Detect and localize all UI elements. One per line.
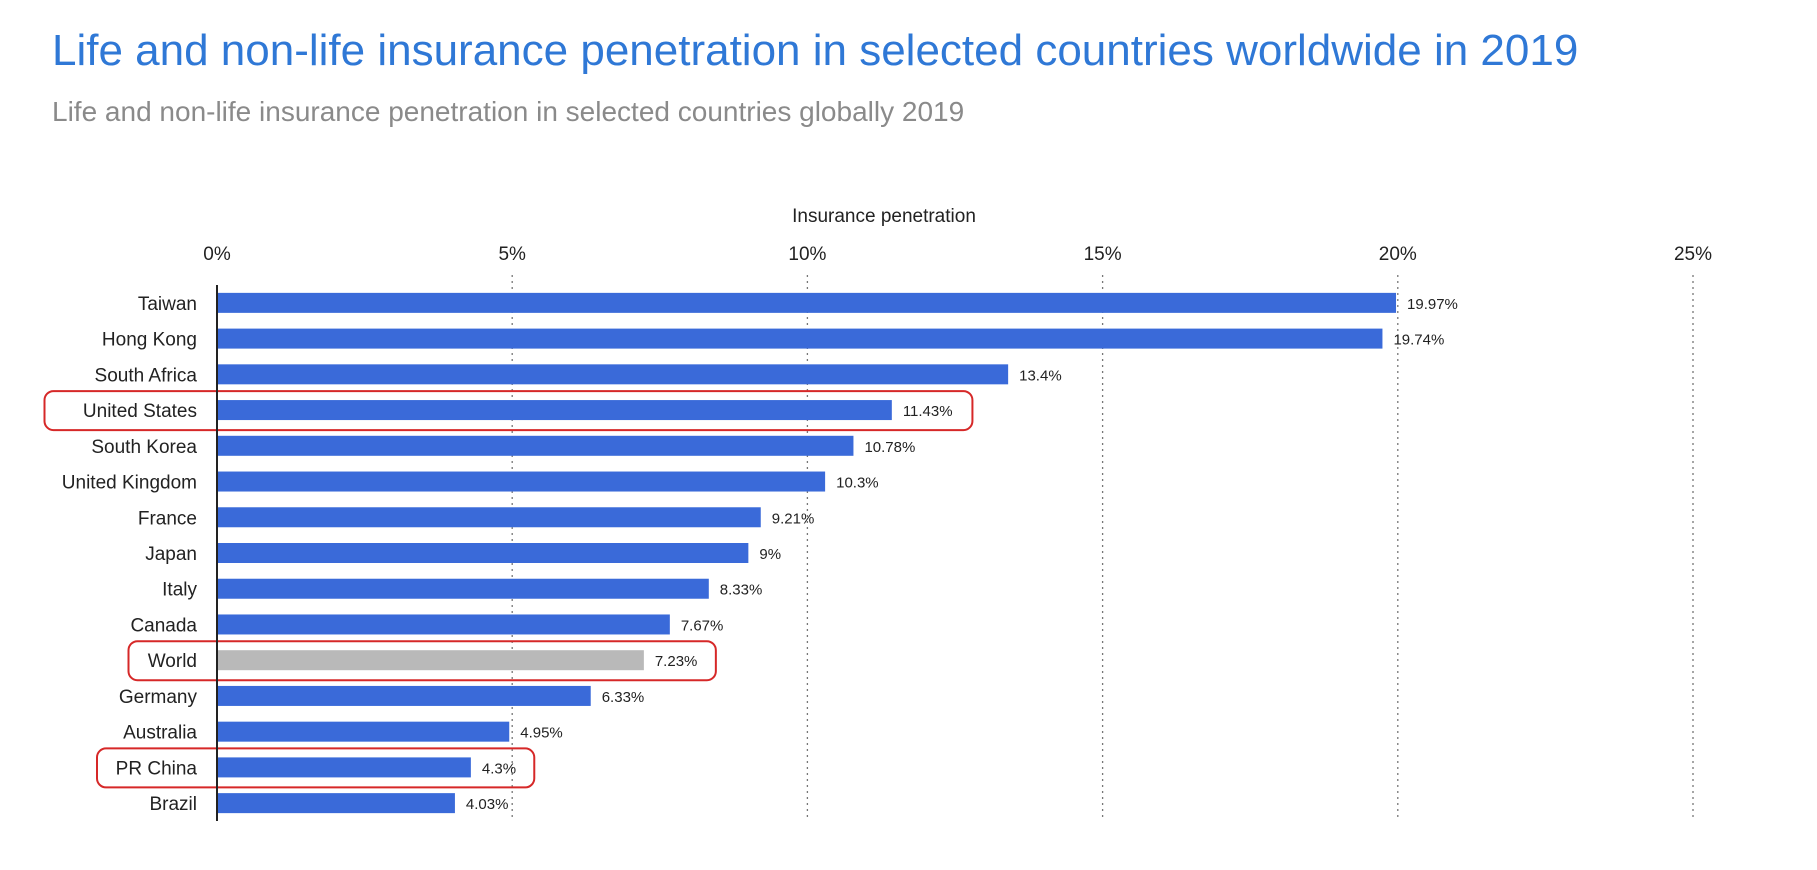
data-label: 11.43% [903,403,953,420]
bar [217,650,644,671]
data-label: 19.97% [1407,296,1458,313]
category-label: Brazil [149,794,197,815]
category-labels: Taiwan Hong Kong South Africa United States… [62,294,198,815]
category-label: Australia [123,723,197,744]
category-label: World [148,651,197,672]
data-label: 6.33% [602,689,645,706]
bar [217,364,1009,385]
bar [217,543,749,563]
category-label: PR China [116,758,198,779]
highlight-boxes [43,390,974,789]
category-label: France [138,508,197,529]
category-label: Canada [130,615,197,636]
category-label: United Kingdom [62,473,197,494]
bar [217,793,455,814]
x-tick-label: 10% [788,244,826,265]
category-label: Germany [119,687,198,708]
bar [217,328,1383,349]
category-label: Italy [162,580,197,601]
bars [217,292,1397,814]
value-labels: 19.97% 19.74% 13.4% 11.43% 10.78% 10.3% 9.21% 9… [466,296,1458,813]
category-label: South Korea [91,437,197,458]
bar [217,721,510,742]
data-label: 9% [759,546,781,563]
data-label: 7.67% [681,617,724,634]
data-label: 9.21% [772,510,815,527]
data-label: 19.74% [1393,332,1444,349]
chart-subtitle: Life and non-life insurance penetration … [52,96,965,127]
bar [217,614,670,635]
x-tick-label: 15% [1084,244,1122,265]
category-label: United States [83,401,197,422]
bar [217,435,854,456]
chart-title: Life and non-life insurance penetration … [52,26,1579,75]
category-label: Taiwan [138,294,197,315]
data-label: 8.33% [720,582,763,599]
bar [217,471,826,492]
x-tick-label: 20% [1379,244,1417,265]
bar [217,578,709,599]
highlight-box [96,747,536,789]
data-label: 4.3% [482,760,516,777]
x-tick-label: 0% [203,244,231,265]
category-label: Hong Kong [102,330,197,351]
highlight-box [43,390,974,432]
x-tick-label: 25% [1674,244,1712,265]
bar [217,757,471,778]
x-axis-title: Insurance penetration [792,206,976,227]
bar [217,685,591,706]
bar [217,400,892,421]
data-label: 13.4% [1019,367,1062,384]
category-label: Japan [145,544,197,565]
data-label: 10.78% [864,439,915,456]
data-label: 7.23% [655,653,698,670]
x-axis-ticks: 0% 5% 10% 15% 20% 25% [203,244,1712,265]
data-label: 4.95% [520,725,563,742]
highlight-box [127,640,717,682]
bar [217,507,761,528]
x-tick-label: 5% [498,244,526,265]
data-label: 10.3% [836,475,879,492]
data-label: 4.03% [466,796,509,813]
bar [217,292,1397,313]
category-label: South Africa [95,365,198,386]
